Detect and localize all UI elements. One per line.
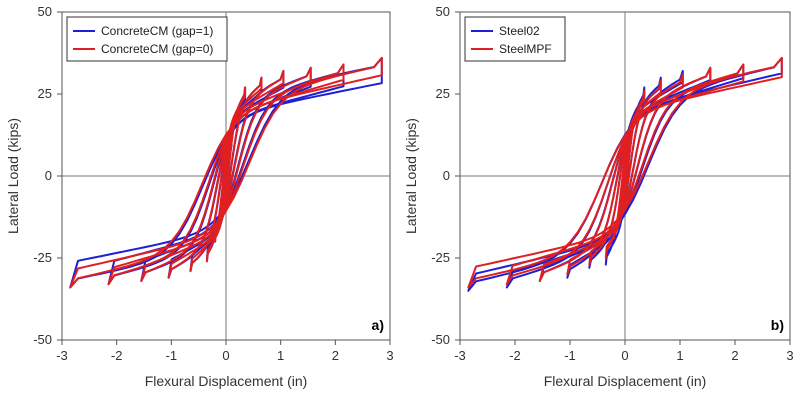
y-tick-label: 25: [436, 86, 450, 101]
y-axis-label: Lateral Load (kips): [5, 118, 21, 234]
legend-entry-label: ConcreteCM (gap=0): [101, 42, 213, 56]
x-tick-label: 3: [386, 348, 393, 363]
y-tick-label: 0: [45, 168, 52, 183]
series-1: [69, 56, 383, 289]
legend: Steel02 SteelMPF: [464, 16, 566, 62]
x-tick-label: 2: [332, 348, 339, 363]
legend-entry-label: ConcreteCM (gap=1): [101, 24, 213, 38]
y-tick-label: -25: [431, 250, 450, 265]
hysteresis-loop: [505, 63, 745, 286]
x-tick-label: -2: [509, 348, 521, 363]
hysteresis-loop: [566, 73, 684, 276]
hysteresis-loop: [69, 56, 383, 289]
x-tick-label: 1: [676, 348, 683, 363]
x-tick-label: 0: [621, 348, 628, 363]
x-tick-label: 3: [786, 348, 793, 363]
hysteresis-loop: [467, 56, 783, 289]
hysteresis-loop: [107, 63, 345, 286]
x-tick-label: 0: [222, 348, 229, 363]
y-tick-label: -50: [431, 332, 450, 347]
hysteresis-loop: [538, 66, 712, 282]
x-tick-label: -2: [111, 348, 123, 363]
y-tick-label: -50: [33, 332, 52, 347]
x-tick-label: -1: [166, 348, 178, 363]
x-tick-label: -3: [454, 348, 466, 363]
legend-entry-label: Steel02: [499, 24, 540, 38]
y-tick-label: 50: [436, 4, 450, 19]
y-tick-label: 50: [38, 4, 52, 19]
legend: ConcreteCM (gap=1) ConcreteCM (gap=0): [66, 16, 228, 62]
x-tick-label: -3: [56, 348, 68, 363]
hysteresis-loop: [604, 89, 646, 259]
x-axis-label: Flexural Displacement (in): [145, 373, 308, 389]
y-tick-label: 25: [38, 86, 52, 101]
x-tick-label: -1: [564, 348, 576, 363]
hysteresis-loop: [189, 76, 263, 273]
chart-panel-b: -3 -2 -1 0 1 2 3 -50 -25 0 25 50 Flexural Displaceme…: [403, 4, 794, 389]
x-axis-label: Flexural Displacement (in): [544, 373, 707, 389]
y-tick-label: 0: [443, 168, 450, 183]
panel-label: b): [771, 317, 784, 333]
x-tick-label: 1: [277, 348, 284, 363]
legend-entry-label: SteelMPF: [499, 42, 552, 56]
chart-panel-a: -3 -2 -1 0 1 2 3 -50 -25 0 25 50 Flexural Displaceme…: [5, 4, 394, 389]
hysteresis-loop: [167, 70, 285, 279]
y-tick-label: -25: [33, 250, 52, 265]
hysteresis-loop: [140, 66, 312, 282]
legend-box: [464, 16, 566, 62]
series-1: [467, 56, 783, 289]
legend-box: [66, 16, 228, 62]
y-axis-label: Lateral Load (kips): [403, 118, 419, 234]
panel-label: a): [372, 317, 384, 333]
x-tick-label: 2: [731, 348, 738, 363]
